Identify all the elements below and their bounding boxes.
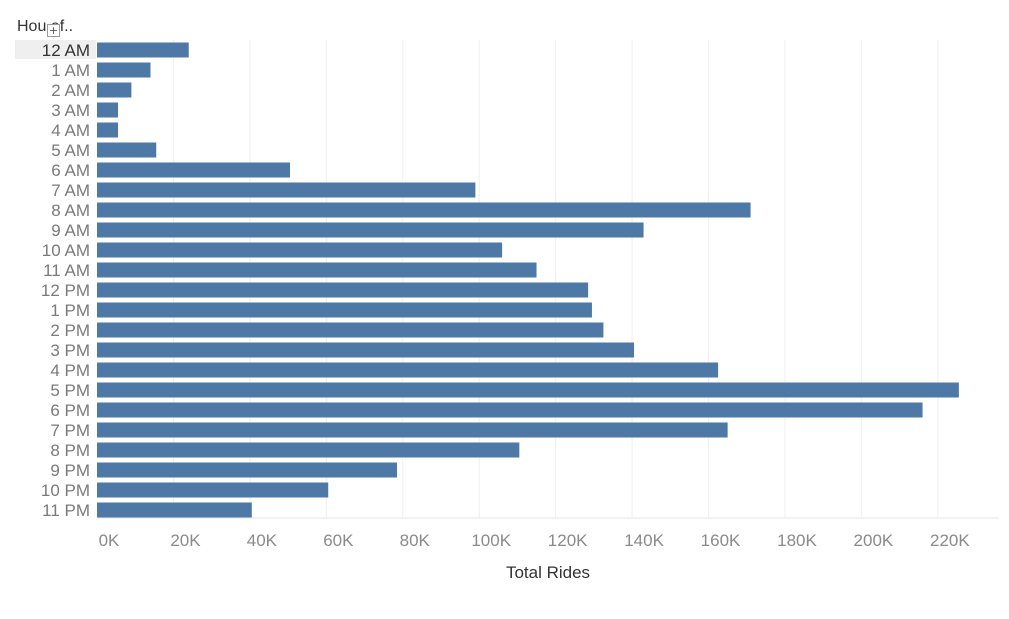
x-tick-label: 120K [548,531,588,550]
category-labels: 12 AM1 AM2 AM3 AM4 AM5 AM6 AM7 AM8 AM9 A… [41,41,90,520]
bar[interactable] [97,42,189,58]
category-label[interactable]: 3 AM [51,101,90,120]
category-label[interactable]: 2 AM [51,81,90,100]
row-highlight [15,40,96,59]
bar[interactable] [97,422,728,438]
bar[interactable] [97,382,959,398]
category-label[interactable]: 6 AM [51,161,90,180]
category-label[interactable]: 9 AM [51,221,90,240]
bar[interactable] [97,102,119,118]
category-label[interactable]: 9 PM [50,461,90,480]
category-label[interactable]: 1 PM [50,301,90,320]
x-tick-label: 160K [701,531,741,550]
x-tick-label: 20K [170,531,201,550]
bar[interactable] [97,182,476,198]
bar[interactable] [97,482,329,498]
bar[interactable] [97,162,291,178]
x-tick-label: 80K [400,531,431,550]
x-tick-label: 40K [247,531,278,550]
category-label[interactable]: 5 PM [50,381,90,400]
category-label[interactable]: 8 AM [51,201,90,220]
bar[interactable] [97,462,398,478]
category-label[interactable]: 4 AM [51,121,90,140]
x-tick-label: 180K [777,531,817,550]
category-label[interactable]: 11 AM [43,261,90,280]
category-label[interactable]: 12 AM [42,41,90,60]
bar[interactable] [97,502,252,518]
category-label[interactable]: 8 PM [50,441,90,460]
x-tick-label: 100K [471,531,511,550]
bar[interactable] [97,242,503,258]
x-tick-label: 220K [930,531,970,550]
category-label[interactable]: 11 PM [42,501,90,520]
bar[interactable] [97,342,634,358]
bar[interactable] [97,202,751,218]
x-tick-label: 200K [854,531,894,550]
bar[interactable] [97,122,119,138]
bar[interactable] [97,322,604,338]
x-tick-label: 60K [323,531,354,550]
category-label[interactable]: 7 AM [51,181,90,200]
x-tick-label: 140K [624,531,664,550]
gridlines [172,40,939,518]
bar[interactable] [97,282,589,298]
category-label[interactable]: 4 PM [50,361,90,380]
bar[interactable] [97,362,719,378]
category-label[interactable]: 3 PM [50,341,90,360]
category-label[interactable]: 10 PM [41,481,90,500]
bar[interactable] [97,302,592,318]
bar[interactable] [97,442,520,458]
category-label[interactable]: 2 PM [50,321,90,340]
category-label[interactable]: 10 AM [42,241,90,260]
expand-plus-icon[interactable]: + [47,24,60,37]
category-label[interactable]: 5 AM [51,141,90,160]
bar[interactable] [97,402,923,418]
bar[interactable] [97,262,537,278]
bars [97,42,959,518]
bar[interactable] [97,142,157,158]
category-label[interactable]: 1 AM [51,61,90,80]
x-tick-label: 0K [99,531,120,550]
x-axis-title: Total Rides [506,563,590,582]
category-label[interactable]: 12 PM [41,281,90,300]
category-label[interactable]: 6 PM [50,401,90,420]
bar[interactable] [97,222,644,238]
bar[interactable] [97,62,151,78]
category-label[interactable]: 7 PM [50,421,90,440]
bar[interactable] [97,82,132,98]
x-axis-ticks: 0K 20K 40K 60K 80K 100K 120K 140K 160K 180K 200K 22… [99,531,971,550]
